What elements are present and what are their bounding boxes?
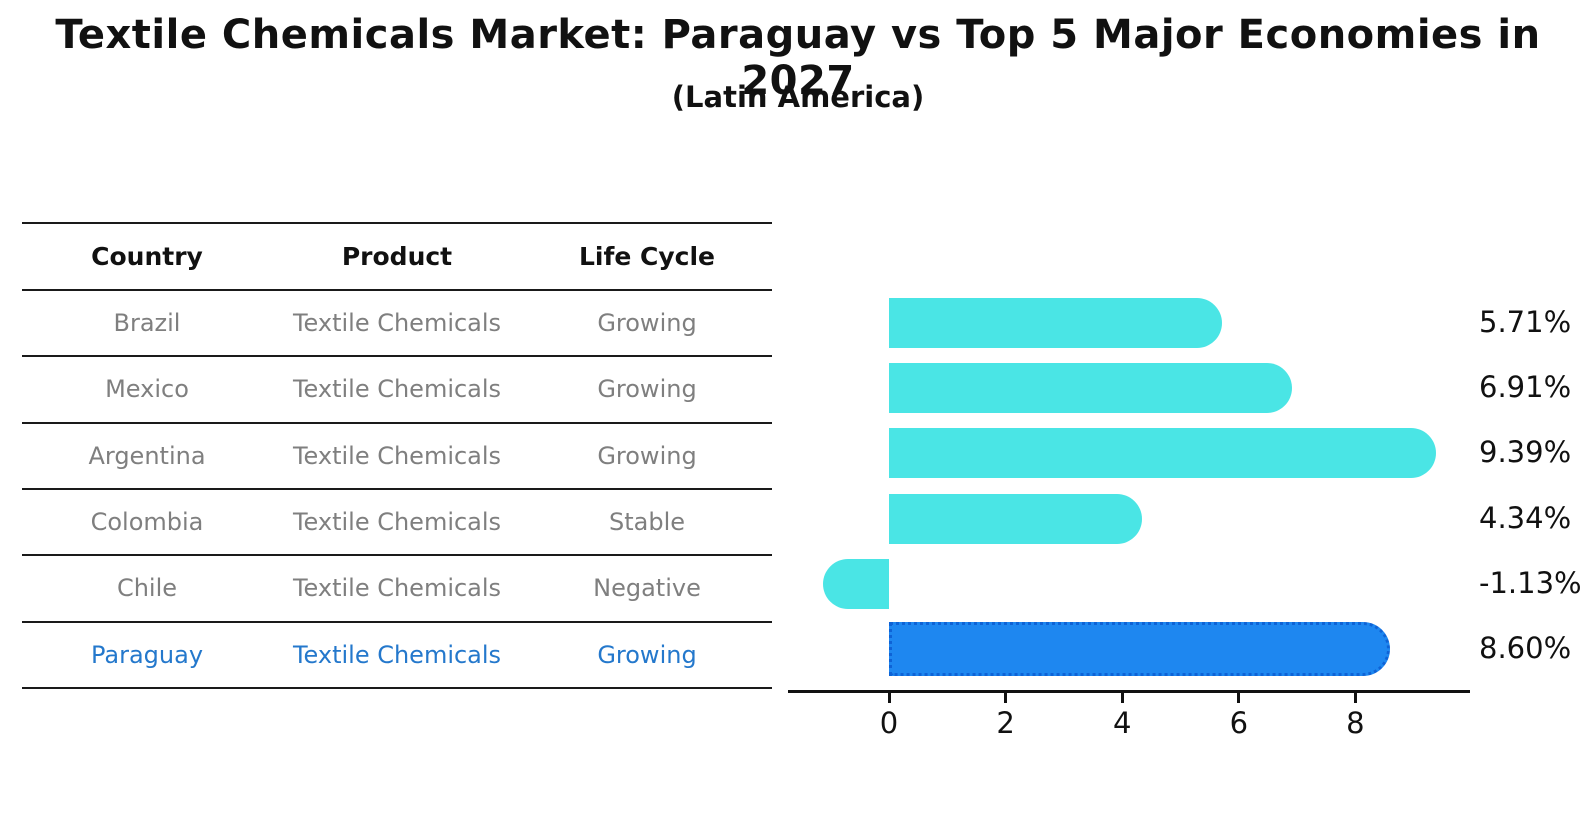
bar-paraguay (889, 622, 1391, 677)
column-header-product: Product (272, 222, 522, 291)
header-row: Country Product Life Cycle (22, 222, 772, 291)
cell-country: Chile (22, 555, 272, 623)
bar-mexico (889, 362, 1292, 413)
cell-country: Brazil (22, 290, 272, 358)
value-label-colombia: 4.34% (1479, 500, 1572, 535)
cell-product: Textile Chemicals (272, 488, 522, 557)
table-row-argentina: Argentina Textile Chemicals Growing (22, 422, 772, 490)
x-axis-tick-6 (1237, 693, 1241, 703)
cell-country: Colombia (22, 488, 272, 557)
bar-brazil (889, 297, 1222, 348)
bar-argentina (889, 428, 1437, 479)
x-axis-line (788, 690, 1470, 693)
value-label-argentina: 9.39% (1479, 435, 1572, 470)
cell-product: Textile Chemicals (272, 290, 522, 358)
cell-product: Textile Chemicals (272, 621, 522, 690)
x-axis-tick-label-0: 0 (879, 706, 899, 740)
x-axis-tick-label-2: 2 (996, 706, 1015, 740)
cell-country: Paraguay (22, 621, 272, 690)
value-label-paraguay: 8.60% (1479, 631, 1572, 666)
cell-life-cycle: Stable (522, 488, 772, 557)
cell-life-cycle: Growing (522, 290, 772, 358)
country-table: Country Product Life Cycle Brazil Textile C… (22, 222, 772, 690)
column-header-life-cycle: Life Cycle (522, 222, 772, 291)
x-axis-tick-label-6: 6 (1229, 706, 1249, 740)
cell-life-cycle: Growing (522, 422, 772, 490)
cell-product: Textile Chemicals (272, 422, 522, 490)
cell-life-cycle: Negative (522, 555, 772, 623)
cell-country: Argentina (22, 422, 272, 490)
value-label-chile: -1.13% (1479, 565, 1582, 600)
x-axis-tick-label-8: 8 (1346, 706, 1365, 740)
bar-chile (823, 558, 889, 609)
cell-product: Textile Chemicals (272, 356, 522, 424)
x-axis-tick-4 (1120, 693, 1124, 703)
x-axis-tick-label-4: 4 (1112, 706, 1132, 740)
table-row-colombia: Colombia Textile Chemicals Stable (22, 488, 772, 557)
value-label-mexico: 6.91% (1479, 369, 1572, 404)
chart-title: Textile Chemicals Market: Paraguay vs To… (55, 12, 1541, 104)
column-header-country: Country (22, 222, 272, 291)
table-row-mexico: Mexico Textile Chemicals Growing (22, 356, 772, 424)
cell-country: Mexico (22, 356, 272, 424)
chart-subtitle: (Latin America) (671, 80, 925, 114)
value-label-brazil: 5.71% (1479, 304, 1572, 339)
x-axis-tick-8 (1353, 693, 1357, 703)
table-row-brazil: Brazil Textile Chemicals Growing (22, 290, 772, 358)
x-axis-tick-2 (1004, 693, 1008, 703)
table-row-paraguay: Paraguay Textile Chemicals Growing (22, 621, 772, 690)
cell-product: Textile Chemicals (272, 555, 522, 623)
country-table-header: Country Product Life Cycle (22, 222, 772, 291)
cell-life-cycle: Growing (522, 356, 772, 424)
country-table-body: Brazil Textile Chemicals Growing Mexico Text… (22, 290, 772, 690)
x-axis-tick-0 (887, 693, 891, 703)
cell-life-cycle: Growing (522, 621, 772, 690)
table-row-chile: Chile Textile Chemicals Negative (22, 555, 772, 623)
bar-colombia (889, 493, 1143, 544)
